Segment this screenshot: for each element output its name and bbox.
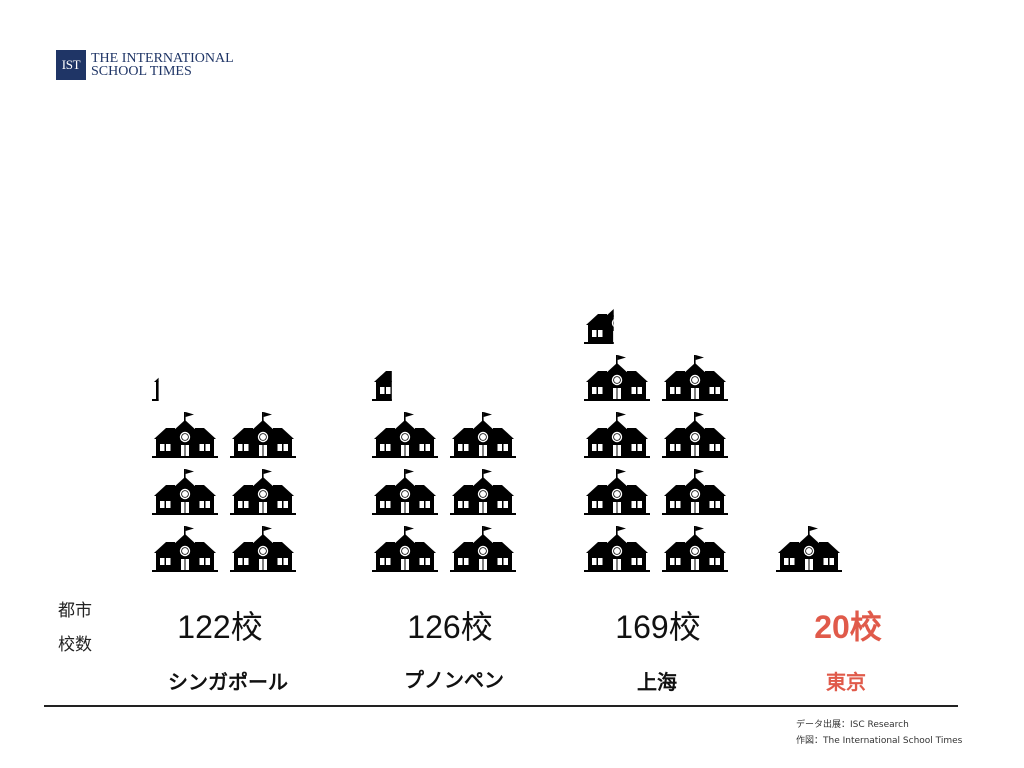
school-building-icon (152, 469, 218, 515)
logo-mark: IST (56, 50, 86, 80)
count-label-shanghai: 169校 (615, 609, 701, 645)
school-building-icon (584, 298, 614, 344)
school-building-icon (230, 469, 296, 515)
school-building-icon (152, 526, 218, 572)
school-building-icon (152, 412, 218, 458)
baseline (44, 705, 958, 707)
school-building-icon (152, 355, 159, 401)
row-label-count: 校数 (58, 635, 92, 655)
school-building-icon (662, 355, 728, 401)
row-label-city: 都市 (58, 601, 92, 621)
count-label-singapore: 122校 (177, 609, 263, 645)
count-label-tokyo: 20校 (814, 609, 882, 645)
city-label-singapore: シンガポール (168, 670, 288, 694)
school-building-icon (372, 526, 438, 572)
school-building-icon (662, 412, 728, 458)
school-building-icon (776, 526, 842, 572)
school-building-icon (584, 412, 650, 458)
source-author: 作図：The International School Times (796, 736, 963, 746)
school-building-icon (230, 412, 296, 458)
source-data: データ出展：ISC Research (796, 720, 909, 730)
pictograph-chart: .c-default .fill{fill:#4a9bd8} .c-defaul… (152, 298, 842, 572)
school-building-icon (450, 526, 516, 572)
school-building-icon (584, 526, 650, 572)
school-building-icon (584, 355, 650, 401)
school-building-icon (372, 355, 392, 401)
school-building-icon (450, 469, 516, 515)
school-building-icon (372, 412, 438, 458)
school-building-icon (230, 526, 296, 572)
logo: IST THE INTERNATIONAL SCHOOL TIMES (56, 50, 234, 80)
school-building-icon (450, 412, 516, 458)
city-label-tokyo: 東京 (826, 670, 866, 694)
city-label-shanghai: 上海 (637, 670, 677, 694)
school-building-icon (372, 469, 438, 515)
school-building-icon (662, 469, 728, 515)
school-building-icon (662, 526, 728, 572)
count-label-phnom-penh: 126校 (407, 609, 493, 645)
logo-text: THE INTERNATIONAL SCHOOL TIMES (91, 51, 234, 79)
city-label-phnom-penh: プノンペン (404, 668, 504, 692)
school-building-icon (584, 469, 650, 515)
